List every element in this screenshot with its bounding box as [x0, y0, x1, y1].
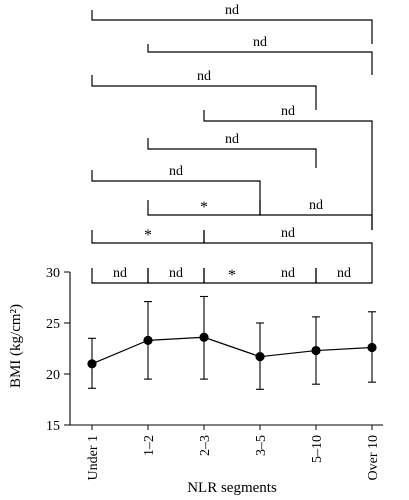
x-tick-label-5: Over 10: [366, 435, 381, 481]
bracket-label-2: *: [228, 267, 236, 284]
bracket-label-4: nd: [337, 266, 351, 281]
x-axis-label: NLR segments: [187, 480, 277, 496]
bracket-6: [203, 230, 373, 268]
bracket-4: [315, 268, 373, 284]
data-point-5: [367, 342, 377, 353]
x-tick-label-4: 5–10: [310, 435, 325, 463]
data-point-0: [87, 359, 97, 369]
bracket-label-14: nd: [225, 3, 239, 18]
series-line: [91, 336, 373, 365]
bracket-9: [91, 170, 261, 200]
bracket-label-7: *: [200, 199, 208, 216]
y-axis-label: BMI (kg/cm²): [8, 304, 24, 388]
x-tick-label-2: 2–3: [198, 435, 213, 456]
bracket-label-0: nd: [113, 266, 127, 281]
bracket-label-9: nd: [169, 164, 183, 179]
x-tick-label-0: Under 1: [86, 435, 101, 481]
bracket-label-12: nd: [197, 69, 211, 84]
data-point-4: [311, 345, 321, 356]
y-tick-label-2: 25: [46, 317, 60, 332]
y-tick-label-3: 30: [46, 266, 60, 281]
bracket-label-1: nd: [169, 266, 183, 281]
bracket-14: [91, 10, 373, 44]
bracket-label-8: nd: [309, 198, 323, 213]
bracket-10: [147, 138, 317, 168]
data-point-3: [255, 352, 265, 362]
bracket-12: [91, 75, 317, 110]
bracket-label-10: nd: [225, 132, 239, 147]
data-point-2: [199, 332, 209, 342]
axes: 15 20 25 30 Under 1 1–2 2–3 3–5 5–10 Over 10: [46, 266, 383, 481]
x-tick-label-1: 1–2: [142, 435, 157, 456]
y-tick-label-0: 15: [46, 419, 60, 434]
bracket-13: [147, 44, 373, 75]
bracket-label-13: nd: [253, 35, 267, 50]
bracket-label-5: *: [144, 227, 152, 244]
bracket-2: [203, 268, 260, 284]
series: [87, 295, 377, 390]
bracket-label-6: nd: [281, 226, 295, 241]
bracket-label-3: nd: [281, 266, 295, 281]
bracket-label-11: nd: [281, 104, 295, 119]
bracket-11: [203, 110, 373, 230]
data-point-1: [143, 335, 153, 345]
y-tick-label-1: 20: [46, 368, 60, 383]
x-tick-label-3: 3–5: [254, 435, 269, 456]
